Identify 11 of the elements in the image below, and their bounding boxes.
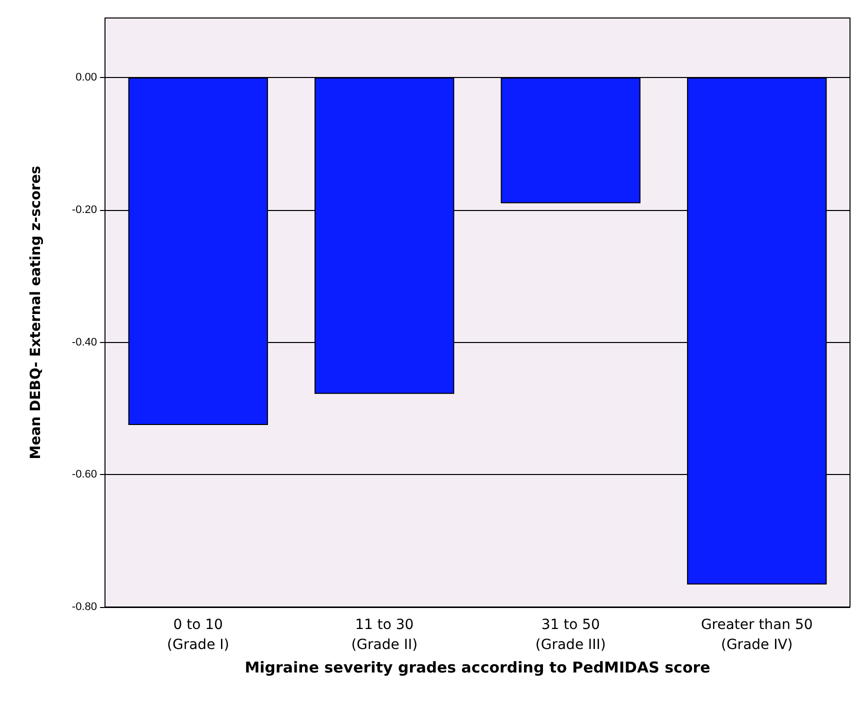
x-tick-label: 31 to 50 (Grade III) <box>535 617 606 653</box>
y-tick-label: 0.00 <box>76 72 97 84</box>
y-axis-title: Mean DEBQ- External eating z-scores <box>28 166 44 460</box>
x-tick-label: 0 to 10 (Grade I) <box>167 617 230 653</box>
y-tick-label: -0.80 <box>72 601 97 613</box>
y-tick-label: -0.60 <box>72 468 97 481</box>
y-tick-label: -0.20 <box>72 204 97 216</box>
x-axis-title: Migraine severity grades according to PedMIDAS score <box>244 658 710 676</box>
y-tick-label: -0.40 <box>72 336 97 348</box>
x-tick-label: 11 to 30 (Grade II) <box>351 617 418 653</box>
x-tick-label: Greater than 50 (Grade IV) <box>700 617 813 653</box>
